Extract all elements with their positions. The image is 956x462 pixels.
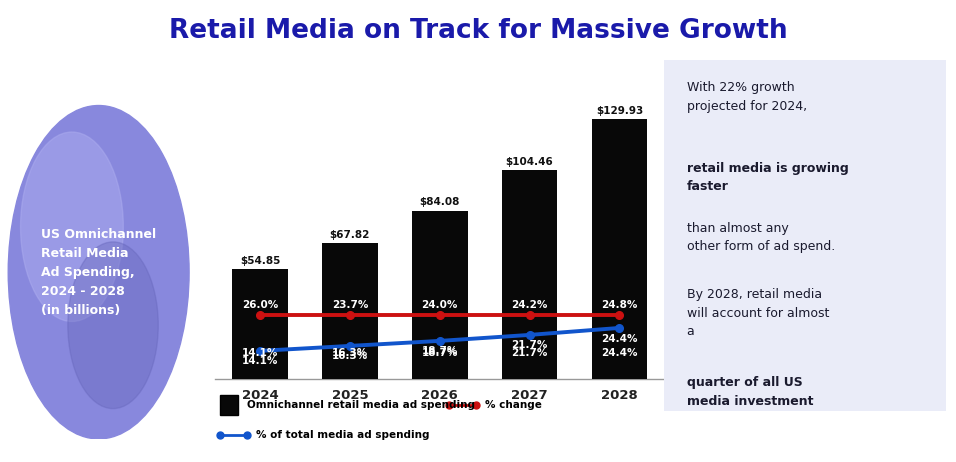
Bar	[232, 269, 288, 379]
Text: quarter of all US
media investment: quarter of all US media investment	[687, 376, 814, 407]
Text: $129.93: $129.93	[596, 106, 643, 116]
Text: 24.4%: 24.4%	[601, 348, 638, 359]
Circle shape	[20, 132, 123, 322]
Bar	[412, 211, 467, 379]
Text: Omnichannel retail media ad spending: Omnichannel retail media ad spending	[247, 400, 474, 410]
Text: retail media is growing
faster: retail media is growing faster	[687, 162, 849, 194]
Text: 16.3%: 16.3%	[332, 352, 368, 361]
Bar	[502, 170, 557, 379]
Text: 21.7%: 21.7%	[511, 340, 548, 351]
Text: 26.0%: 26.0%	[242, 300, 278, 310]
Text: % change: % change	[485, 400, 541, 410]
Text: US Omnichannel
Retail Media
Ad Spending,
2024 - 2028
(in billions): US Omnichannel Retail Media Ad Spending,…	[41, 228, 156, 317]
Text: 18.7%: 18.7%	[422, 348, 458, 359]
Circle shape	[9, 105, 189, 439]
Text: By 2028, retail media
will account for almost
a: By 2028, retail media will account for a…	[687, 288, 830, 338]
Text: $84.08: $84.08	[420, 197, 460, 207]
FancyBboxPatch shape	[220, 395, 237, 415]
Text: Retail Media on Track for Massive Growth: Retail Media on Track for Massive Growth	[168, 18, 788, 44]
Text: 18.7%: 18.7%	[422, 346, 458, 357]
Text: 24.8%: 24.8%	[601, 300, 638, 310]
Text: .: .	[687, 376, 807, 407]
Text: $54.85: $54.85	[240, 255, 280, 266]
Text: 24.0%: 24.0%	[422, 300, 458, 310]
Text: % of total media ad spending: % of total media ad spending	[255, 431, 429, 440]
Text: 14.1%: 14.1%	[242, 348, 278, 359]
FancyBboxPatch shape	[653, 46, 956, 425]
Text: 16.3%: 16.3%	[332, 348, 368, 359]
Circle shape	[68, 242, 159, 408]
Text: than almost any
other form of ad spend.: than almost any other form of ad spend.	[687, 222, 836, 253]
Text: 14.1%: 14.1%	[242, 357, 278, 366]
Text: $67.82: $67.82	[330, 230, 370, 240]
Text: $104.46: $104.46	[506, 157, 554, 167]
Bar	[592, 119, 647, 379]
Bar	[322, 243, 378, 379]
Text: 23.7%: 23.7%	[332, 300, 368, 310]
Text: 24.4%: 24.4%	[601, 334, 638, 344]
Text: With 22% growth
projected for 2024,: With 22% growth projected for 2024,	[687, 81, 807, 113]
Text: 21.7%: 21.7%	[511, 348, 548, 359]
Text: 24.2%: 24.2%	[511, 300, 548, 310]
